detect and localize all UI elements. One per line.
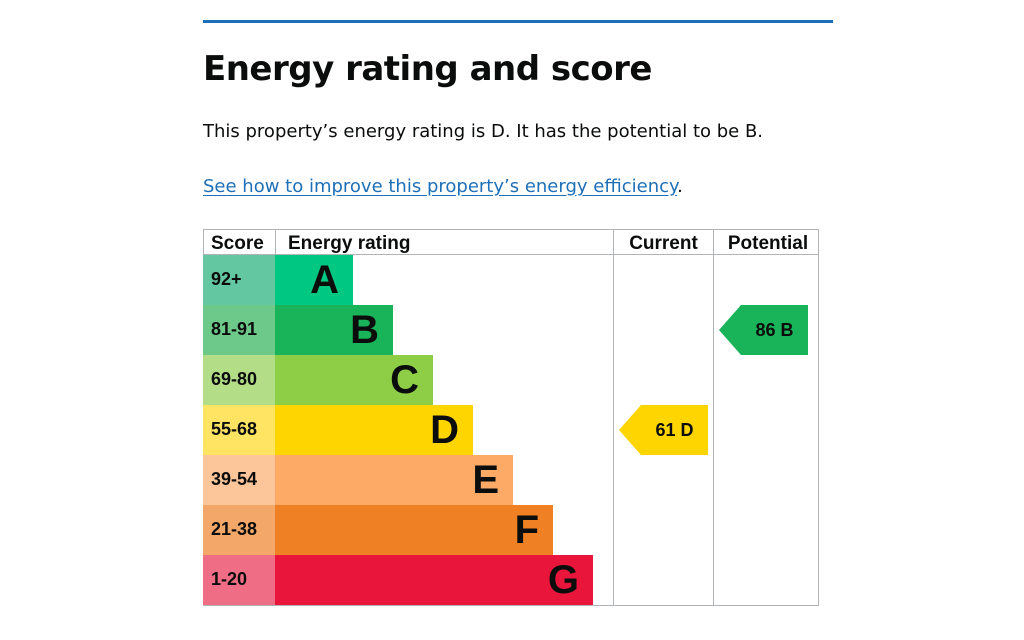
score-cell-f bbox=[203, 505, 275, 555]
score-cell-c bbox=[203, 355, 275, 405]
rating-bar-d bbox=[275, 405, 473, 455]
energy-rating-header: Energy rating bbox=[288, 233, 410, 254]
chart-grid bbox=[203, 229, 819, 606]
rating-letter-g: G bbox=[548, 558, 579, 602]
rating-bands: 92+ A 81-91 B 69-80 C 55-68 D 39-54 E 21-38 F 1-20 G bbox=[203, 255, 593, 605]
score-cell-a bbox=[203, 255, 275, 305]
potential-header: Potential bbox=[728, 233, 808, 254]
score-range-g: 1-20 bbox=[211, 569, 247, 589]
rating-letter-e: E bbox=[472, 458, 499, 502]
rating-bar-f bbox=[275, 505, 553, 555]
rating-letter-b: B bbox=[350, 308, 379, 352]
improve-link-line: See how to improve this property’s energ… bbox=[203, 175, 683, 199]
current-header: Current bbox=[629, 233, 698, 254]
rating-bar-b bbox=[275, 305, 393, 355]
score-range-d: 55-68 bbox=[211, 419, 257, 439]
rating-letter-c: C bbox=[390, 358, 419, 402]
potential-rating-label: 86 B bbox=[755, 320, 793, 340]
rating-letter-a: A bbox=[310, 258, 339, 302]
score-cell-b bbox=[203, 305, 275, 355]
score-range-f: 21-38 bbox=[211, 519, 257, 539]
score-range-a: 92+ bbox=[211, 269, 242, 289]
score-cell-g bbox=[203, 555, 275, 605]
rating-bar-g bbox=[275, 555, 593, 605]
potential-arrow bbox=[719, 305, 808, 355]
rating-arrows: 61 D 86 B bbox=[619, 305, 808, 455]
section-divider bbox=[203, 20, 833, 23]
current-arrow bbox=[619, 405, 708, 455]
rating-letter-d: D bbox=[430, 408, 459, 452]
score-range-b: 81-91 bbox=[211, 319, 257, 339]
rating-bar-c bbox=[275, 355, 433, 405]
page-title: Energy rating and score bbox=[203, 49, 653, 89]
rating-summary: This property’s energy rating is D. It h… bbox=[203, 121, 764, 142]
score-range-c: 69-80 bbox=[211, 369, 257, 389]
improve-efficiency-link[interactable]: See how to improve this property’s energ… bbox=[203, 176, 678, 197]
score-cell-e bbox=[203, 455, 275, 505]
score-header: Score bbox=[211, 233, 264, 254]
rating-bar-a bbox=[275, 255, 353, 305]
current-rating-label: 61 D bbox=[655, 420, 693, 440]
score-range-e: 39-54 bbox=[211, 469, 257, 489]
link-suffix: . bbox=[677, 176, 683, 197]
rating-letter-f: F bbox=[515, 508, 539, 552]
score-cell-d bbox=[203, 405, 275, 455]
rating-bar-e bbox=[275, 455, 513, 505]
